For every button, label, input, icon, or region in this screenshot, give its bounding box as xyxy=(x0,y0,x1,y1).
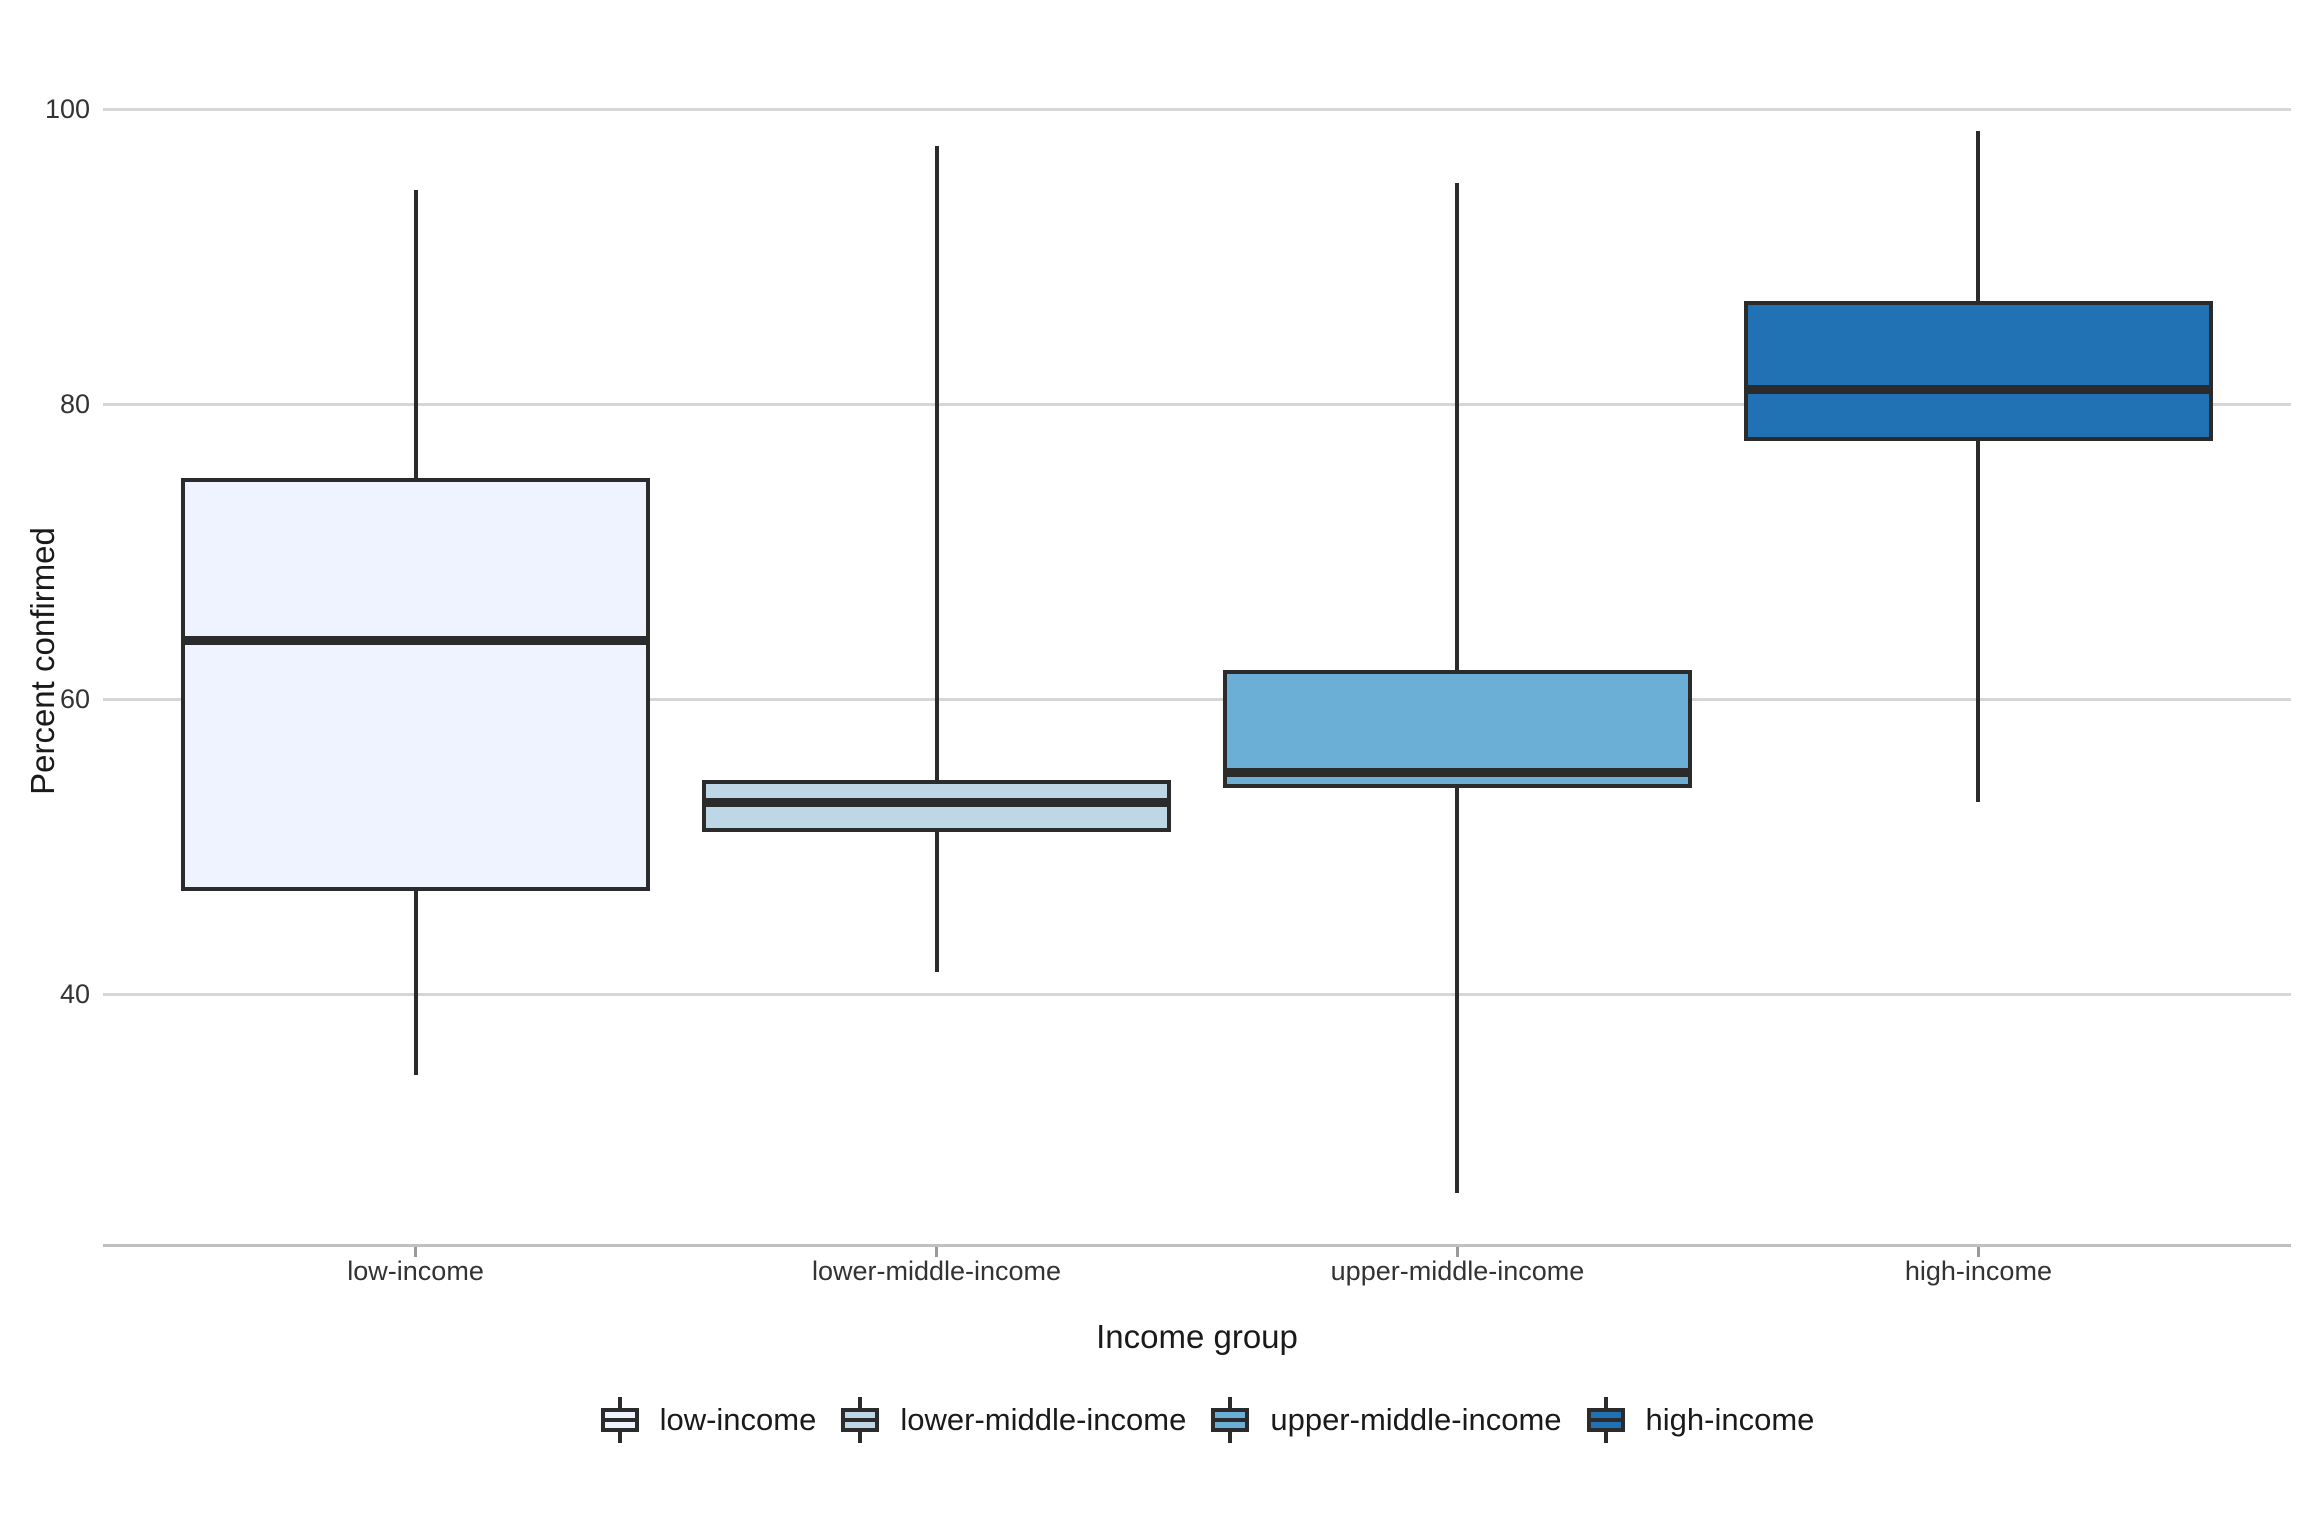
whisker-lower xyxy=(934,831,939,972)
legend-label: high-income xyxy=(1645,1402,1815,1437)
x-axis-title: Income group xyxy=(1096,1318,1298,1355)
y-tick-label-100: 100 xyxy=(44,93,90,124)
whisker-upper xyxy=(1455,182,1460,670)
x-tick-label-low-income: low-income xyxy=(347,1256,484,1286)
legend-item-low-income: low-income xyxy=(600,1397,817,1443)
whisker-lower xyxy=(413,890,418,1076)
legend-boxplot-key-icon xyxy=(1586,1397,1626,1443)
iqr-box xyxy=(181,477,651,891)
x-tick-mark-upper-middle-income xyxy=(1455,1247,1459,1257)
legend: low-income lower-middle-income upper-middl… xyxy=(110,1382,2304,1458)
legend-label: lower-middle-income xyxy=(900,1402,1187,1437)
median-line xyxy=(181,635,651,645)
y-axis-title: Percent confirmed xyxy=(24,527,61,795)
gridline-40 xyxy=(103,992,2291,996)
key-median-line xyxy=(1586,1418,1625,1422)
gridline-80 xyxy=(103,402,2291,406)
legend-label: low-income xyxy=(659,1402,817,1437)
median-line xyxy=(1222,768,1692,778)
legend-boxplot-key-icon xyxy=(1210,1397,1250,1443)
whisker-upper xyxy=(934,145,939,781)
x-tick-label-high-income: high-income xyxy=(1904,1256,2052,1286)
whisker-upper xyxy=(413,190,418,478)
x-tick-mark-low-income xyxy=(414,1247,418,1257)
y-tick-label-60: 60 xyxy=(59,683,90,714)
legend-item-lower-middle-income: lower-middle-income xyxy=(840,1397,1186,1443)
x-tick-label-lower-middle-income: lower-middle-income xyxy=(811,1256,1062,1286)
key-median-line xyxy=(841,1418,880,1422)
x-tick-mark-lower-middle-income xyxy=(935,1247,939,1257)
median-line xyxy=(1743,384,2213,394)
median-line xyxy=(702,797,1172,807)
legend-label: upper-middle-income xyxy=(1270,1402,1562,1437)
legend-boxplot-key-icon xyxy=(840,1397,880,1443)
x-axis-line xyxy=(103,1244,2291,1247)
legend-item-upper-middle-income: upper-middle-income xyxy=(1210,1397,1562,1443)
legend-item-high-income: high-income xyxy=(1586,1397,1815,1443)
y-tick-label-40: 40 xyxy=(59,978,90,1009)
whisker-lower xyxy=(1976,440,1981,803)
key-median-line xyxy=(1211,1418,1250,1422)
iqr-box xyxy=(1743,300,2213,441)
key-median-line xyxy=(600,1418,639,1422)
whisker-upper xyxy=(1976,131,1981,301)
x-tick-label-upper-middle-income: upper-middle-income xyxy=(1330,1256,1585,1286)
y-tick-label-80: 80 xyxy=(59,388,90,419)
legend-boxplot-key-icon xyxy=(600,1397,640,1443)
iqr-box xyxy=(1222,669,1692,788)
gridline-100 xyxy=(103,107,2291,111)
whisker-lower xyxy=(1455,787,1460,1194)
gridline-60 xyxy=(103,697,2291,701)
x-tick-mark-high-income xyxy=(1976,1247,1980,1257)
